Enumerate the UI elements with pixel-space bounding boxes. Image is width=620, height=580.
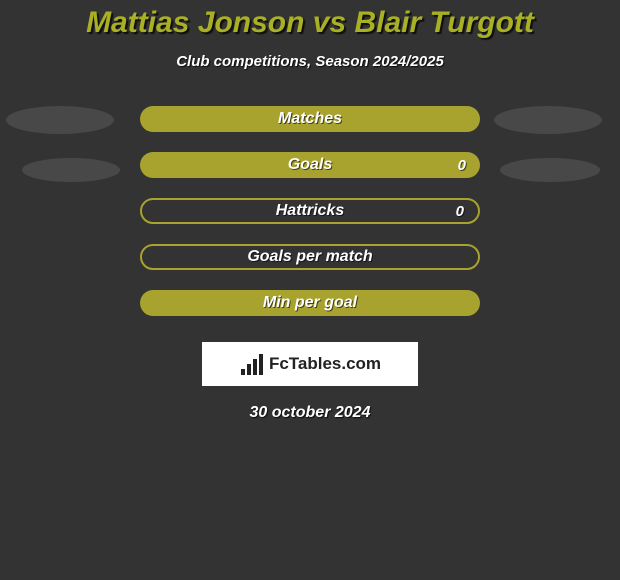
stat-bar-hattricks: Hattricks 0 [140,198,480,224]
stat-label-mpg: Min per goal [263,294,357,312]
stat-bar-matches: Matches [140,106,480,132]
logo-strip: FcTables.com [202,342,418,386]
decorative-ellipse [6,106,114,134]
stat-bar-goals: Goals 0 [140,152,480,178]
stat-row-mpg: Min per goal [0,290,620,336]
stat-label-matches: Matches [278,110,342,128]
decorative-ellipse [22,158,120,182]
comparison-chart: Matches Goals 0 Hattricks 0 Goals per match Mi… [0,106,620,336]
bar-chart-icon [239,353,265,375]
stat-right-value-goals: 0 [458,157,466,174]
stat-label-goals: Goals [288,156,332,174]
decorative-ellipse [494,106,602,134]
page-root: Mattias Jonson vs Blair Turgott Club com… [0,0,620,580]
stat-row-hattricks: Hattricks 0 [0,198,620,244]
decorative-ellipse [500,158,600,182]
subtitle: Club competitions, Season 2024/2025 [0,53,620,70]
logo-text: FcTables.com [269,354,381,374]
stat-right-value-hattricks: 0 [456,203,464,220]
logo: FcTables.com [239,353,381,375]
stat-label-gpm: Goals per match [247,248,372,266]
stat-bar-gpm: Goals per match [140,244,480,270]
stat-row-gpm: Goals per match [0,244,620,290]
page-title: Mattias Jonson vs Blair Turgott [0,0,620,39]
date-label: 30 october 2024 [0,404,620,422]
stat-bar-mpg: Min per goal [140,290,480,316]
stat-label-hattricks: Hattricks [276,202,344,220]
